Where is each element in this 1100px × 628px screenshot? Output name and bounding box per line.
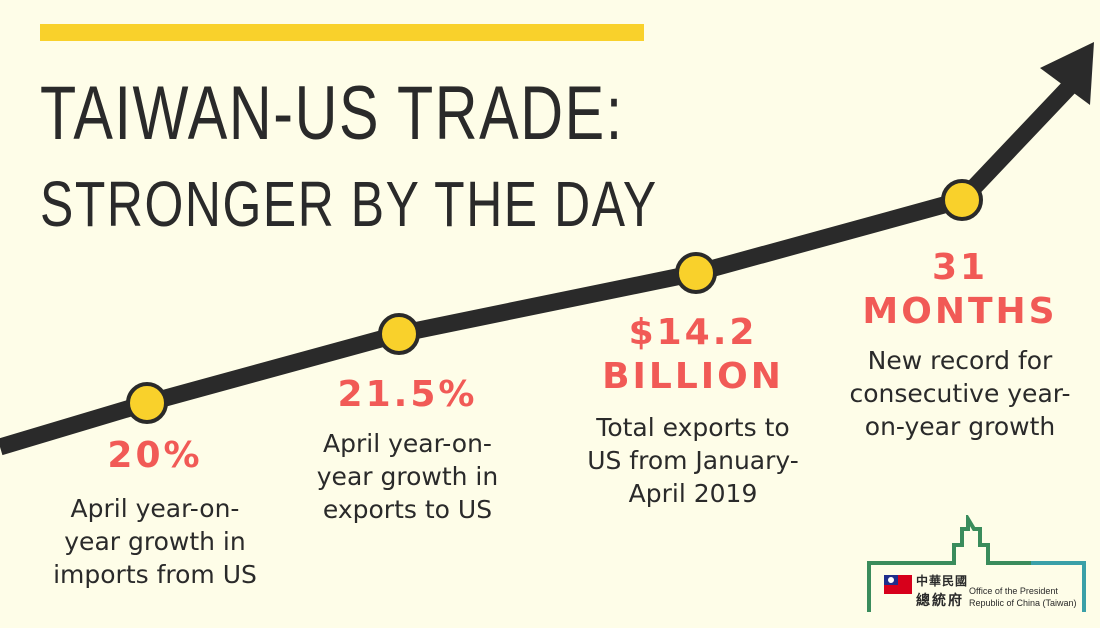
stat-description-line: exports to US bbox=[322, 495, 493, 524]
stat-imports-growth: 20% April year-on- year growth in import… bbox=[35, 434, 275, 591]
stat-description-line: year growth in bbox=[316, 462, 499, 491]
stat-description: April year-on- year growth in exports to… bbox=[290, 427, 525, 526]
logo-english-line-1: Office of the President bbox=[969, 586, 1058, 596]
milestone-dot-4 bbox=[941, 179, 983, 221]
stat-total-exports: $14.2 BILLION Total exports to US from J… bbox=[567, 311, 819, 510]
title-line-2: STRONGER BY THE DAY bbox=[40, 168, 658, 240]
stat-value: 31 MONTHS bbox=[862, 247, 1058, 332]
stat-description-line: Total exports to bbox=[596, 413, 790, 442]
office-of-president-logo: 中華民國 總統府 Office of the President Republi… bbox=[866, 515, 1096, 615]
logo-english-line-2: Republic of China (Taiwan) bbox=[969, 598, 1077, 608]
presidential-building-outline-icon bbox=[867, 515, 1086, 612]
trend-line bbox=[0, 78, 1079, 456]
taiwan-flag-icon bbox=[884, 575, 912, 594]
stat-description-line: consecutive year- bbox=[849, 379, 1071, 408]
stat-description-line: April 2019 bbox=[628, 479, 758, 508]
stat-value-amount: $14.2 bbox=[628, 312, 758, 353]
stat-exports-growth: 21.5% April year-on- year growth in expo… bbox=[290, 373, 525, 526]
stat-description: April year-on- year growth in imports fr… bbox=[35, 492, 275, 591]
milestone-dot-3 bbox=[675, 252, 717, 294]
stat-description: Total exports to US from January- April … bbox=[567, 411, 819, 510]
stat-description-line: on-year growth bbox=[864, 412, 1056, 441]
title-line-1: TAIWAN-US TRADE: bbox=[40, 71, 624, 156]
trend-arrow-head-icon bbox=[1040, 42, 1094, 105]
logo-chinese-line-2: 總統府 bbox=[916, 593, 964, 609]
stat-description-line: April year-on- bbox=[323, 429, 492, 458]
stat-value: 21.5% bbox=[337, 374, 478, 415]
milestone-dot-1 bbox=[126, 382, 168, 424]
stat-description-line: US from January- bbox=[587, 446, 799, 475]
stat-value: 20% bbox=[107, 435, 203, 476]
stat-description-line: imports from US bbox=[53, 560, 257, 589]
stat-consecutive-growth: 31 MONTHS New record for consecutive yea… bbox=[829, 246, 1091, 443]
logo-chinese-line-1: 中華民國 bbox=[916, 574, 969, 588]
stat-description-line: year growth in bbox=[64, 527, 246, 556]
stat-description: New record for consecutive year- on-year… bbox=[829, 344, 1091, 443]
title-accent-bar bbox=[40, 24, 644, 41]
stat-value-unit: BILLION bbox=[602, 356, 784, 397]
stat-description-line: April year-on- bbox=[70, 494, 240, 523]
milestone-dot-2 bbox=[378, 313, 420, 355]
stat-description-line: New record for bbox=[867, 346, 1053, 375]
